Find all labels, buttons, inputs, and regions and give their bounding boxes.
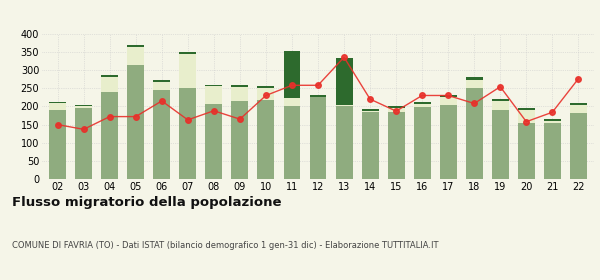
Bar bbox=[413, 107, 431, 179]
Bar bbox=[127, 65, 144, 179]
Bar bbox=[232, 87, 248, 101]
Bar bbox=[154, 90, 170, 179]
Bar bbox=[127, 45, 144, 47]
Bar bbox=[440, 97, 457, 104]
Bar bbox=[362, 112, 379, 179]
Bar bbox=[440, 104, 457, 179]
Bar bbox=[179, 53, 196, 88]
Bar bbox=[179, 88, 196, 179]
Bar bbox=[466, 88, 482, 179]
Bar bbox=[440, 95, 457, 97]
Bar bbox=[101, 76, 118, 92]
Bar bbox=[75, 108, 92, 179]
Bar bbox=[335, 58, 353, 105]
Bar bbox=[101, 75, 118, 76]
Bar bbox=[310, 95, 326, 97]
Bar bbox=[544, 123, 561, 179]
Bar bbox=[75, 106, 92, 108]
Bar bbox=[49, 110, 66, 179]
Bar bbox=[388, 108, 404, 112]
Bar bbox=[75, 104, 92, 106]
Bar bbox=[492, 99, 509, 101]
Bar bbox=[335, 105, 353, 106]
Bar bbox=[570, 103, 587, 104]
Bar bbox=[127, 47, 144, 65]
Bar bbox=[544, 121, 561, 123]
Bar bbox=[257, 86, 274, 88]
Bar bbox=[232, 101, 248, 179]
Text: Flusso migratorio della popolazione: Flusso migratorio della popolazione bbox=[12, 196, 281, 209]
Bar bbox=[413, 102, 431, 104]
Bar bbox=[492, 101, 509, 110]
Bar bbox=[257, 88, 274, 100]
Bar bbox=[257, 100, 274, 179]
Bar bbox=[570, 113, 587, 179]
Bar bbox=[49, 102, 66, 104]
Bar bbox=[388, 112, 404, 179]
Bar bbox=[310, 97, 326, 179]
Bar bbox=[466, 76, 482, 80]
Bar bbox=[154, 82, 170, 90]
Bar bbox=[518, 123, 535, 179]
Bar bbox=[205, 85, 223, 86]
Bar bbox=[570, 104, 587, 113]
Text: COMUNE DI FAVRIA (TO) - Dati ISTAT (bilancio demografico 1 gen-31 dic) - Elabora: COMUNE DI FAVRIA (TO) - Dati ISTAT (bila… bbox=[12, 241, 439, 250]
Bar bbox=[335, 106, 353, 179]
Bar bbox=[362, 111, 379, 112]
Bar bbox=[388, 106, 404, 108]
Bar bbox=[284, 98, 301, 106]
Bar bbox=[205, 86, 223, 104]
Bar bbox=[49, 104, 66, 110]
Bar bbox=[101, 92, 118, 179]
Bar bbox=[466, 80, 482, 88]
Bar bbox=[154, 80, 170, 82]
Bar bbox=[362, 109, 379, 111]
Bar bbox=[205, 104, 223, 179]
Bar bbox=[518, 108, 535, 110]
Bar bbox=[284, 106, 301, 179]
Bar bbox=[492, 110, 509, 179]
Bar bbox=[544, 119, 561, 121]
Bar bbox=[179, 52, 196, 54]
Bar bbox=[413, 104, 431, 107]
Bar bbox=[284, 51, 301, 98]
Bar bbox=[518, 110, 535, 123]
Bar bbox=[232, 85, 248, 87]
